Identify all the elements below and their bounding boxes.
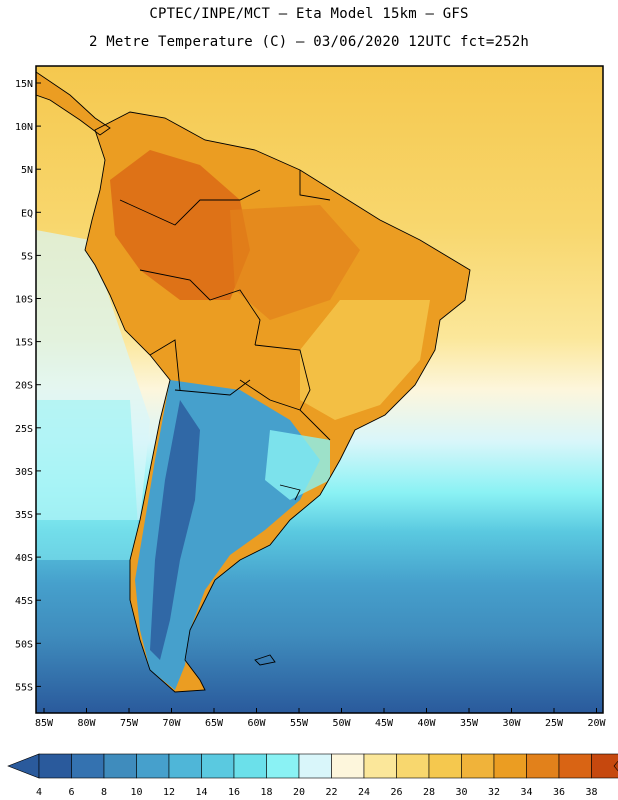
colorbar-swatch (331, 753, 365, 779)
colorbar-swatch (71, 753, 105, 779)
colorbar-tick-label: 28 (423, 787, 435, 798)
uruguay-cool-zone (265, 430, 330, 500)
lat-label: 35S (15, 510, 33, 521)
colorbar-tick-label: 8 (101, 787, 107, 798)
pacific-cool-band (36, 400, 140, 560)
lon-label: 80W (77, 718, 96, 729)
latitude-axis: 15N 10N 5N EQ 5S 10S 15S 20S 25S 30S 35S 40S 45S 50S 5… (15, 79, 41, 693)
colorbar-tick-label: 22 (325, 787, 337, 798)
lon-label: 60W (247, 718, 266, 729)
colorbar-tick-label: 30 (455, 787, 467, 798)
coastlines-and-borders (36, 71, 471, 693)
lat-label: 10S (15, 295, 33, 306)
colorbar-tick-label: 34 (520, 787, 532, 798)
lon-label: 50W (332, 718, 351, 729)
eastern-brazil-zone (300, 300, 430, 420)
colorbar-swatch (591, 753, 618, 779)
lon-label: 70W (162, 718, 181, 729)
andes-cold-strip (150, 400, 200, 660)
colorbar-swatch (168, 753, 202, 779)
colorbar-tick-label: 18 (260, 787, 272, 798)
lat-label: 40S (15, 553, 33, 564)
title-line-1: CPTEC/INPE/MCT – Eta Model 15km – GFS (149, 6, 469, 22)
colorbar-swatch (298, 753, 332, 779)
colorbar-tick-label: 6 (68, 787, 74, 798)
lon-label: 45W (375, 718, 394, 729)
lon-label: 30W (502, 718, 521, 729)
central-america-land (36, 72, 110, 135)
colorbar-tick-label: 20 (293, 787, 305, 798)
colorbar-swatch (396, 753, 430, 779)
lat-label: 25S (15, 424, 33, 435)
colorbar-tick-label: 36 (553, 787, 565, 798)
colorbar-tick-label: 32 (488, 787, 500, 798)
colorbar-tick-label: 16 (228, 787, 240, 798)
colorbar: 4 6 8 10 12 14 16 18 20 22 24 26 28 30 32 34 36 38 (7, 753, 618, 798)
lat-label: 45S (15, 596, 33, 607)
central-warm-zone (230, 205, 360, 320)
lon-label: 20W (587, 718, 606, 729)
colorbar-swatch (558, 753, 592, 779)
lon-label: 65W (205, 718, 224, 729)
colorbar-swatch (38, 753, 72, 779)
colorbar-tick-label: 24 (358, 787, 370, 798)
lat-label: 5S (21, 251, 33, 262)
colorbar-swatch (526, 753, 560, 779)
colorbar-left-arrow (7, 753, 40, 779)
lat-label: EQ (21, 208, 33, 219)
colorbar-tick-label: 38 (585, 787, 597, 798)
colorbar-swatch (461, 753, 495, 779)
lon-label: 35W (460, 718, 479, 729)
colorbar-swatch (201, 753, 235, 779)
title-line-2: 2 Metre Temperature (C) – 03/06/2020 12U… (88, 34, 530, 50)
colorbar-tick-label: 12 (163, 787, 175, 798)
map-field (36, 66, 603, 713)
lon-label: 85W (35, 718, 54, 729)
colorbar-swatch (103, 753, 137, 779)
colorbar-swatch (233, 753, 267, 779)
colorbar-right-arrow (613, 760, 618, 772)
lat-label: 50S (15, 639, 33, 650)
lon-label: 55W (290, 718, 309, 729)
colorbar-tick-label: 26 (390, 787, 402, 798)
lat-label: 55S (15, 682, 33, 693)
colorbar-tick-label: 14 (195, 787, 207, 798)
longitude-axis: 85W 80W 75W 70W 65W 60W 55W 50W 45W 40W 35W 30W 25W 2… (35, 708, 607, 729)
lon-label: 75W (120, 718, 139, 729)
lat-label: 30S (15, 467, 33, 478)
lat-label: 20S (15, 381, 33, 392)
lat-label: 10N (15, 122, 33, 133)
lon-label: 25W (545, 718, 564, 729)
colorbar-swatch (428, 753, 462, 779)
amazon-hot-zone (110, 150, 250, 300)
lat-label: 5N (21, 165, 33, 176)
colorbar-swatch (266, 753, 300, 779)
colorbar-swatch (493, 753, 527, 779)
lat-label: 15N (15, 79, 33, 90)
colorbar-tick-label: 10 (130, 787, 142, 798)
map-frame (35, 65, 604, 714)
colorbar-swatch (363, 753, 397, 779)
lon-label: 40W (417, 718, 436, 729)
lat-label: 15S (15, 338, 33, 349)
colorbar-tick-label: 4 (36, 787, 42, 798)
colorbar-swatch (136, 753, 170, 779)
